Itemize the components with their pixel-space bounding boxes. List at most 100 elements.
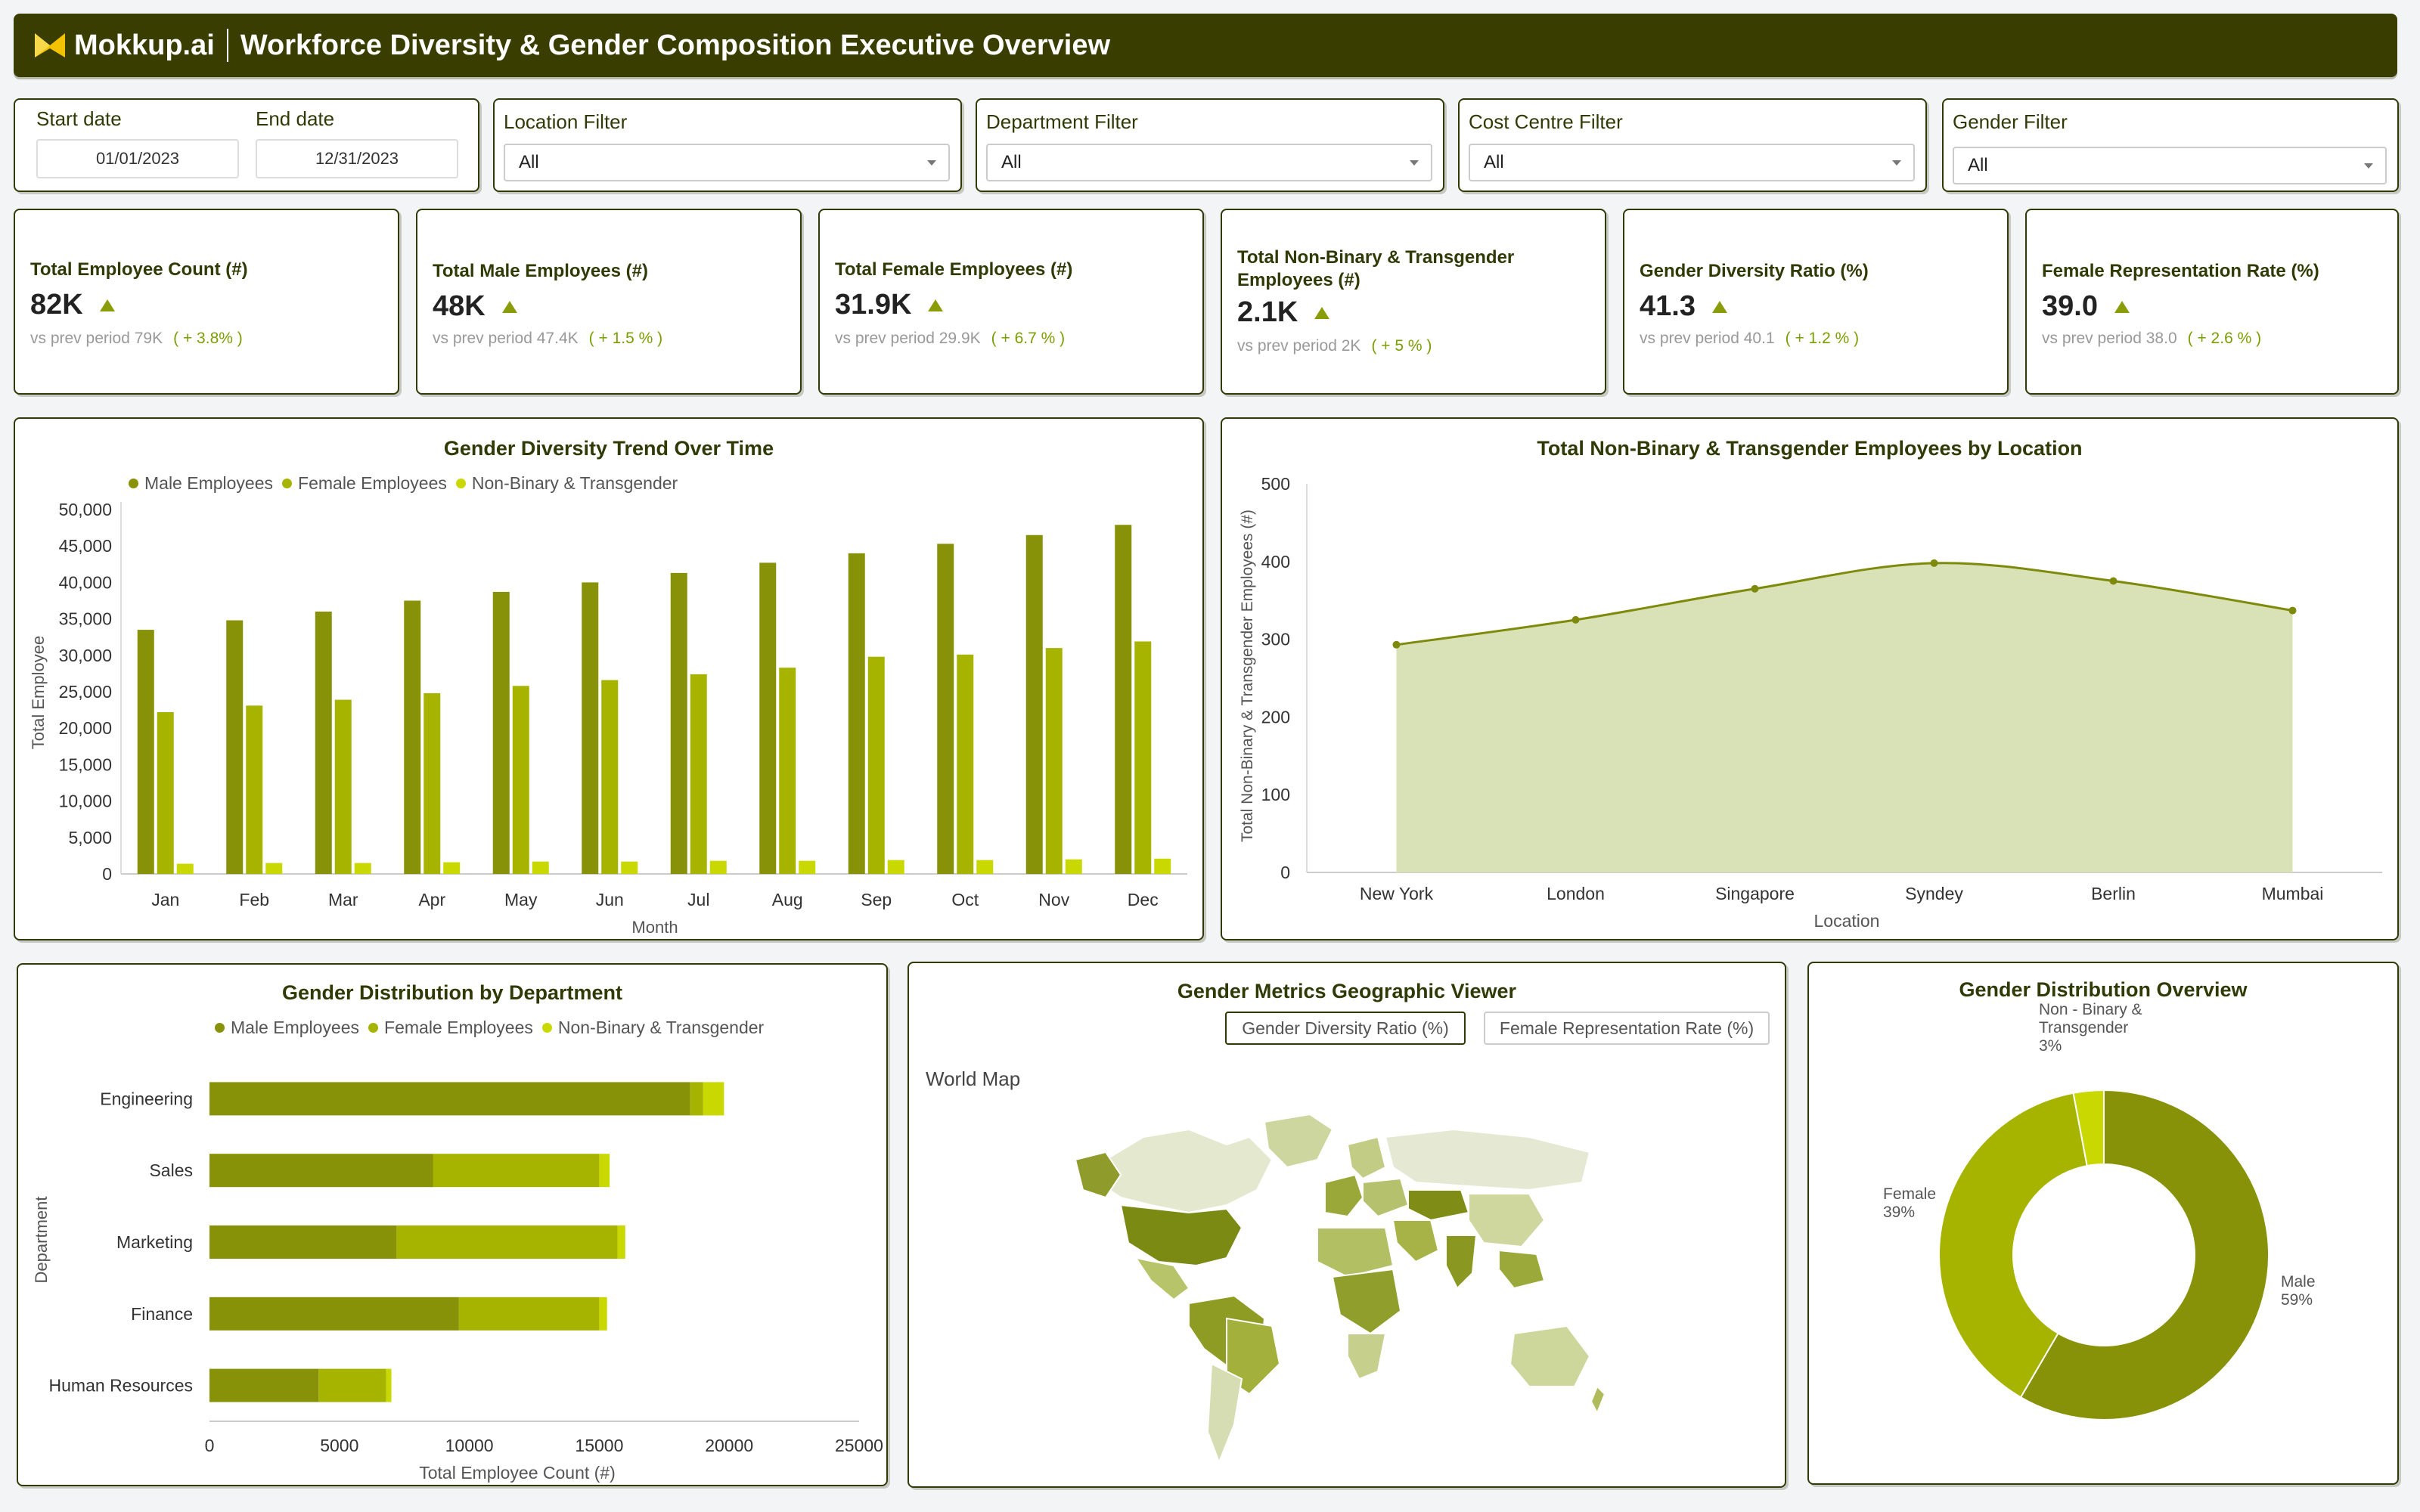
- kpi-value: 39.0: [2042, 290, 2130, 323]
- map-region-southeast-asia: [1498, 1249, 1546, 1290]
- x-axis-title: Location: [1814, 911, 1880, 931]
- bar-sales-1: [433, 1154, 600, 1188]
- trend-up-icon: [1314, 306, 1330, 319]
- bar-apr-1: [424, 692, 441, 874]
- start-date-input[interactable]: 01/01/2023: [36, 139, 239, 178]
- bar-engineering-2: [703, 1082, 724, 1116]
- gender-filter-value: All: [1968, 155, 1988, 175]
- bar-human-resources-2: [386, 1368, 392, 1402]
- cost-centre-filter-value: All: [1484, 152, 1504, 172]
- world-map[interactable]: [1075, 1114, 1605, 1462]
- slice-label: Female: [1883, 1185, 1936, 1203]
- bar-sales-2: [599, 1154, 610, 1188]
- chevron-down-icon: [927, 160, 936, 166]
- map-region-central-africa: [1331, 1268, 1402, 1335]
- kpi-title: Total Non-Binary & Transgender Employees…: [1237, 247, 1515, 290]
- kpi-value: 48K: [433, 290, 517, 323]
- end-date-input[interactable]: 12/31/2023: [256, 139, 458, 178]
- cost-centre-filter-card: Cost Centre Filter All: [1458, 98, 1927, 192]
- y-tick-label: 20,000: [59, 718, 112, 738]
- trend-up-icon: [1711, 300, 1727, 313]
- x-tick-label: Mumbai: [2262, 884, 2324, 903]
- map-region-mexico: [1134, 1256, 1190, 1301]
- location-filter-select[interactable]: All: [504, 144, 950, 181]
- y-tick-label: 5,000: [68, 828, 112, 847]
- bar-sep-1: [867, 656, 885, 874]
- bar-finance-2: [599, 1297, 607, 1331]
- y-tick-label: 30,000: [59, 646, 112, 665]
- location-filter-card: Location Filter All: [493, 98, 962, 192]
- map-region-middle-east: [1392, 1219, 1440, 1263]
- legend-label-male: Male Employees: [144, 473, 274, 493]
- x-tick-label: Oct: [951, 890, 979, 909]
- kpi-card-nonbinary-employees: Total Non-Binary & Transgender Employees…: [1221, 209, 1606, 395]
- bar-finance-0: [209, 1297, 459, 1331]
- y-axis-title: Department: [32, 1197, 51, 1284]
- y-tick-label: 0: [102, 864, 112, 884]
- bar-oct-2: [976, 860, 994, 874]
- y-tick-label: 200: [1261, 707, 1290, 727]
- x-tick-label: 15000: [575, 1436, 623, 1455]
- bar-jul-2: [709, 860, 727, 874]
- x-tick-label: 5000: [320, 1436, 358, 1455]
- x-tick-label: Dec: [1128, 890, 1159, 909]
- department-chart: 0 5000 10000 15000 20000 25000 Engineering Sale…: [32, 1082, 883, 1483]
- bar-marketing-0: [209, 1225, 397, 1259]
- location-filter-value: All: [519, 152, 539, 172]
- gender-filter-select[interactable]: All: [1953, 147, 2387, 184]
- y-axis-title: Total Employee: [29, 636, 48, 749]
- trend-chart-card: Gender Diversity Trend Over Time Male Em…: [14, 417, 1204, 940]
- bar-may-2: [532, 861, 549, 874]
- trend-up-icon: [2114, 300, 2130, 313]
- x-tick-label: Singapore: [1715, 884, 1795, 903]
- x-tick-label: Mar: [328, 890, 358, 909]
- kpi-title: Gender Diversity Ratio (%): [1640, 261, 1869, 281]
- mokkup-logo-icon: [35, 33, 65, 57]
- x-tick-label: Aug: [772, 890, 803, 909]
- trend-chart-legend: Male Employees Female Employees Non-Bina…: [129, 473, 687, 494]
- slice-male: [2019, 1089, 2270, 1421]
- map-region-india: [1445, 1235, 1478, 1290]
- tab-female-representation[interactable]: Female Representation Rate (%): [1484, 1012, 1770, 1045]
- map-region-europe-east: [1362, 1177, 1410, 1218]
- bar-mar-0: [315, 611, 332, 874]
- kpi-comparison: vs prev period 38.0( + 2.6 % ): [2042, 330, 2262, 347]
- y-tick-label: 100: [1261, 785, 1290, 804]
- point-london: [1571, 615, 1580, 624]
- slice-non-binary-transgender: [2072, 1089, 2105, 1167]
- bar-dec-2: [1154, 858, 1171, 874]
- bar-jul-0: [670, 572, 687, 874]
- map-region-china: [1468, 1193, 1546, 1248]
- slice-label: Non - Binary &: [2039, 1001, 2142, 1018]
- start-date-label: Start date: [36, 107, 122, 130]
- bar-engineering-0: [209, 1082, 690, 1116]
- y-tick-label: 45,000: [59, 536, 112, 556]
- legend-dot-nonbinary: [455, 479, 466, 488]
- y-axis-title: Total Non-Binary & Transgender Employees…: [1239, 510, 1256, 842]
- date-filter-card: Start date 01/01/2023 End date 12/31/202…: [14, 98, 479, 192]
- brand-logo[interactable]: Mokkup.ai: [33, 29, 215, 62]
- area-fill: [1396, 562, 2293, 872]
- cost-centre-filter-select[interactable]: All: [1469, 144, 1915, 181]
- x-tick-label: Nov: [1038, 890, 1069, 909]
- location-filter-label: Location Filter: [504, 110, 628, 133]
- bar-feb-2: [265, 863, 283, 874]
- bar-dec-0: [1115, 525, 1132, 874]
- bar-sales-0: [209, 1154, 433, 1188]
- trend-chart: 0 5,000 10,000 15,000 20,000 25,000 30,000 35,0…: [29, 500, 1187, 937]
- slice-label: Transgender: [2039, 1019, 2128, 1036]
- tab-diversity-ratio[interactable]: Gender Diversity Ratio (%): [1225, 1012, 1466, 1045]
- bar-may-0: [492, 591, 510, 874]
- bar-aug-2: [799, 860, 816, 874]
- bar-sep-2: [887, 860, 904, 874]
- y-tick-label: Finance: [131, 1304, 193, 1324]
- y-tick-label: 15,000: [59, 754, 112, 774]
- geo-viewer-title: Gender Metrics Geographic Viewer: [1177, 980, 1517, 1002]
- location-chart-title: Total Non-Binary & Transgender Employees…: [1537, 437, 2083, 460]
- kpi-comparison: vs prev period 47.4K( + 1.5 % ): [433, 330, 663, 347]
- point-syndey: [1930, 559, 1938, 567]
- y-tick-label: 10,000: [59, 792, 112, 811]
- slice-pct-label: 3%: [2039, 1037, 2062, 1055]
- department-filter-select[interactable]: All: [986, 144, 1432, 181]
- bar-human-resources-0: [209, 1368, 319, 1402]
